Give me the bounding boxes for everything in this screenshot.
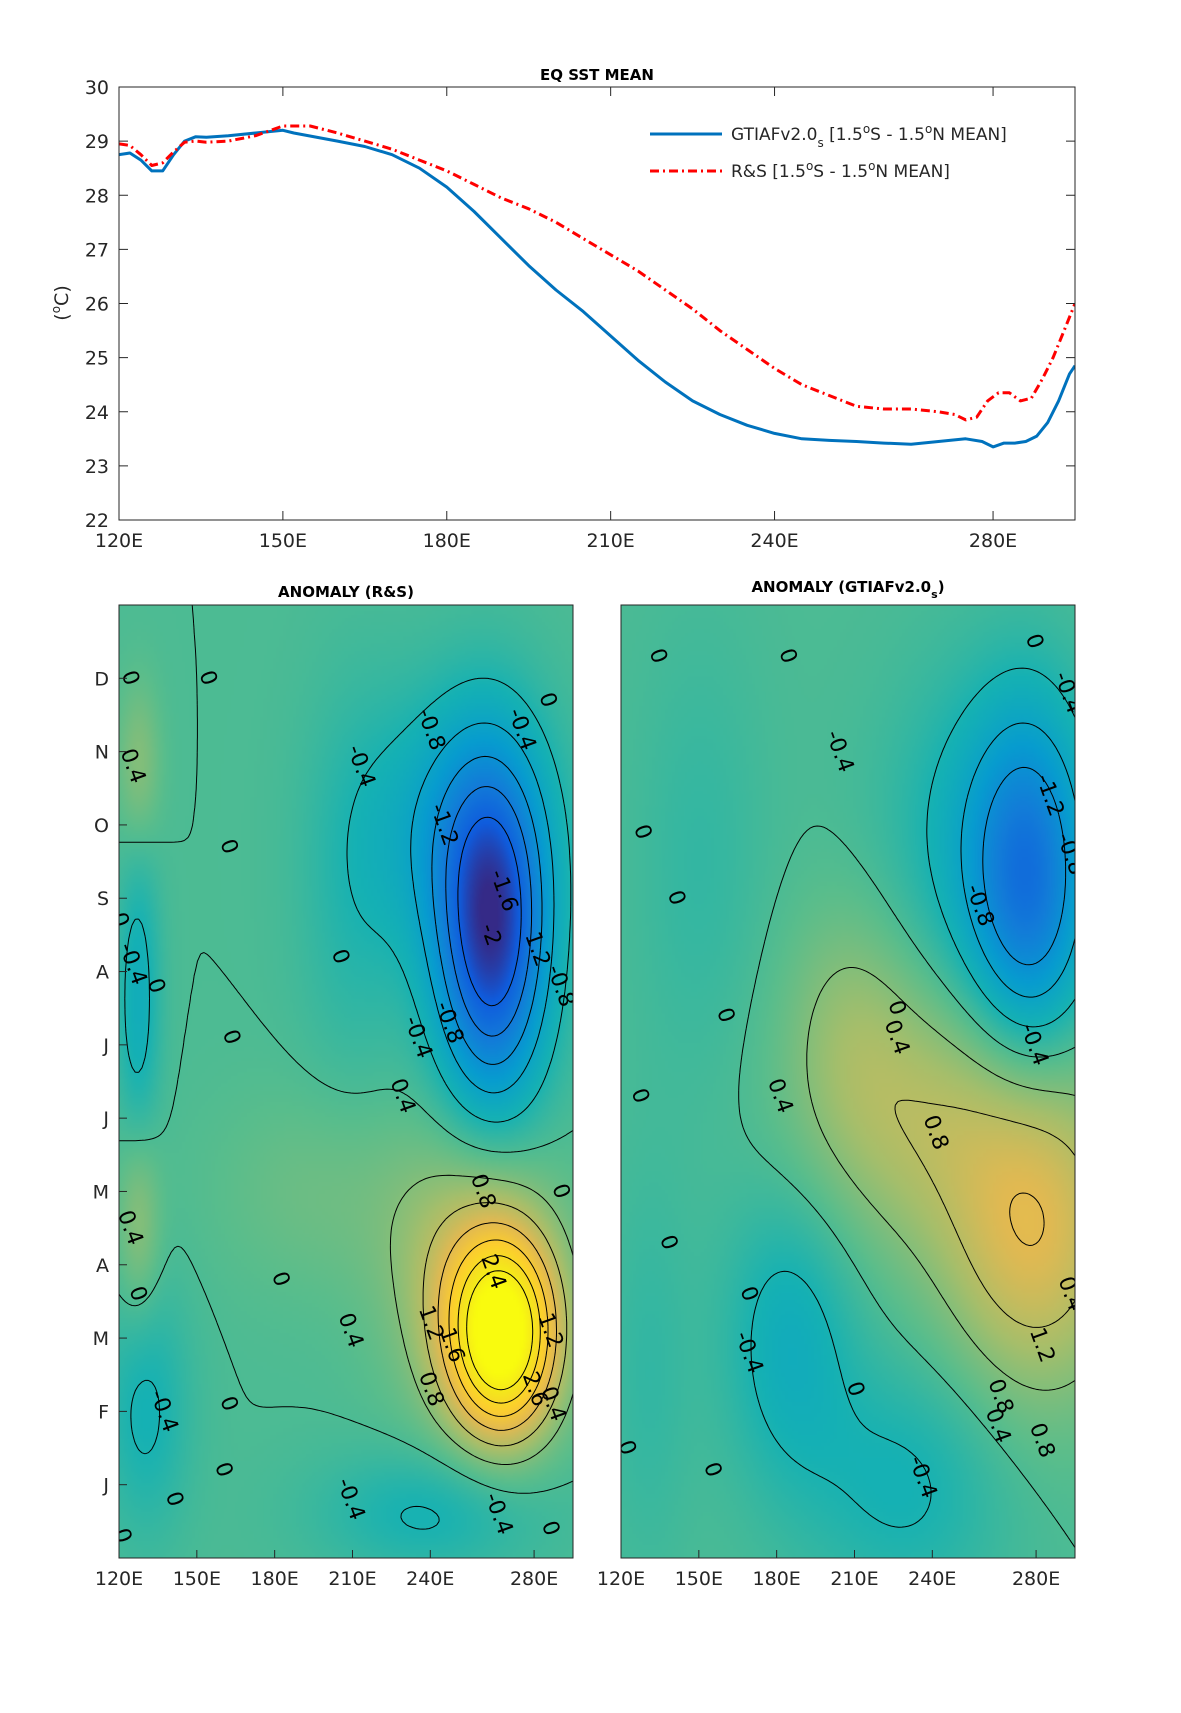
- anomaly-gtiaf-x-tick-label: 150E: [675, 1568, 723, 1590]
- anomaly-rs-y-tick-label: N: [95, 742, 109, 764]
- line-chart: 120E 150E 180E 210E 240E 280E 22 23 24 25 26 27 28 29…: [49, 66, 1076, 552]
- anomaly-gtiaf-title: ANOMALY (GTIAFv2.0s): [751, 578, 944, 601]
- line-y-tick-label: 30: [85, 77, 109, 99]
- anomaly-gtiaf-contour-line: [750, 667, 1075, 1528]
- anomaly-rs-y-tick-label: O: [94, 815, 109, 837]
- line-x-tick-label: 120E: [95, 530, 143, 552]
- anomaly-rs-chart: 2.41.61.20.80.40.80.4-0.4-0.8-2-1.6-1.2-…: [93, 583, 574, 1590]
- anomaly-rs-contour-line: [422, 1202, 568, 1447]
- legend-label-series-2: R&S [1.5oS - 1.5oN MEAN]: [731, 159, 950, 182]
- line-y-tick-label: 26: [85, 294, 109, 316]
- anomaly-rs-contour-line: [410, 722, 555, 1094]
- anomaly-rs-x-tick-label: 150E: [173, 1568, 221, 1590]
- line-y-tick-label: 25: [85, 348, 109, 370]
- anomaly-rs-x-tick-label: 210E: [328, 1568, 376, 1590]
- line-y-tick-label: 24: [85, 402, 109, 424]
- line-series-2: [119, 124, 1075, 422]
- anomaly-gtiaf-axes-box: [620, 604, 1076, 1559]
- anomaly-gtiaf-contour-line: [738, 825, 1075, 1548]
- anomaly-rs-contour-line: [431, 755, 543, 1065]
- line-plot-area: [119, 87, 1075, 520]
- line-x-tick-label: 150E: [259, 530, 307, 552]
- anomaly-rs-y-tick-label: D: [94, 668, 109, 690]
- anomaly-rs-contour-line: [119, 605, 573, 1494]
- anomaly-rs-contour-line: [466, 1270, 534, 1391]
- anomaly-gtiaf-ticks: 120E 150E 180E 210E 240E 280E: [597, 1550, 1060, 1590]
- anomaly-rs-y-tick-label: M: [93, 1181, 109, 1203]
- line-y-axis-label: (oC): [49, 285, 73, 320]
- anomaly-rs-contour-line: [457, 816, 522, 1007]
- line-x-tick-label: 210E: [587, 530, 635, 552]
- line-x-tick-label: 240E: [750, 530, 798, 552]
- anomaly-gtiaf-contour-line: [806, 967, 1075, 1391]
- line-chart-title: EQ SST MEAN: [540, 66, 654, 84]
- anomaly-gtiaf-x-tick-label: 120E: [597, 1568, 645, 1590]
- anomaly-rs-x-tick-label: 240E: [406, 1568, 454, 1590]
- anomaly-gtiaf-x-tick-label: 280E: [1012, 1568, 1060, 1590]
- line-legend: GTIAFv2.0s [1.5oS - 1.5oN MEAN] R&S [1.5…: [650, 122, 1007, 182]
- anomaly-gtiaf-contour-line: [960, 722, 1075, 998]
- anomaly-rs-y-tick-label: A: [96, 1255, 109, 1277]
- anomaly-rs-contour-line: [448, 1239, 549, 1417]
- anomaly-gtiaf-x-tick-label: 180E: [753, 1568, 801, 1590]
- anomaly-rs-x-tick-label: 120E: [95, 1568, 143, 1590]
- anomaly-rs-y-tick-label: A: [96, 962, 109, 984]
- anomaly-rs-y-tick-label: M: [93, 1328, 109, 1350]
- anomaly-rs-y-tick-label: J: [102, 1035, 109, 1057]
- anomaly-gtiaf-contours: [738, 667, 1075, 1548]
- anomaly-rs-y-tick-label: F: [98, 1401, 109, 1423]
- line-x-tick-label: 280E: [969, 530, 1017, 552]
- anomaly-rs-field: 2.41.61.20.80.40.80.4-0.4-0.8-2-1.6-1.2-…: [119, 605, 573, 1558]
- anomaly-rs-contours: [119, 605, 573, 1530]
- line-series-1: [119, 128, 1075, 449]
- anomaly-gtiaf-contour-line: [982, 766, 1067, 966]
- anomaly-rs-contour-line: [124, 677, 572, 1530]
- line-series-group: [119, 124, 1075, 449]
- anomaly-rs-contour-line: [389, 1174, 573, 1465]
- anomaly-rs-ticks: 120E 150E 180E 210E 240E 280E J F M A M J J A S O N D: [93, 668, 559, 1590]
- line-y-tick-label: 28: [85, 185, 109, 207]
- line-ticks: 120E 150E 180E 210E 240E 280E 22 23 24 25 26 27 28 29…: [85, 77, 1075, 552]
- line-x-tick-label: 180E: [423, 530, 471, 552]
- anomaly-rs-y-tick-label: J: [102, 1475, 109, 1497]
- anomaly-gtiaf-x-tick-label: 240E: [908, 1568, 956, 1590]
- anomaly-rs-axes-box: [118, 604, 574, 1559]
- line-y-tick-label: 22: [85, 510, 109, 532]
- line-y-tick-label: 23: [85, 456, 109, 478]
- anomaly-gtiaf-colorfield: [621, 605, 1075, 1558]
- anomaly-rs-contour-line: [445, 786, 533, 1037]
- anomaly-rs-y-tick-label: S: [97, 888, 109, 910]
- anomaly-rs-contour-line: [437, 1222, 557, 1431]
- anomaly-rs-colorfield: [119, 605, 573, 1558]
- anomaly-gtiaf-contour-line: [894, 1099, 1075, 1328]
- anomaly-rs-title: ANOMALY (R&S): [278, 583, 414, 601]
- line-y-tick-label: 27: [85, 239, 109, 261]
- anomaly-gtiaf-contour-line: [1009, 1192, 1045, 1246]
- line-y-tick-label: 29: [85, 131, 109, 153]
- anomaly-gtiaf-x-tick-label: 210E: [830, 1568, 878, 1590]
- anomaly-rs-x-tick-label: 180E: [251, 1568, 299, 1590]
- anomaly-rs-contour-line: [457, 1255, 541, 1404]
- anomaly-rs-x-tick-label: 280E: [510, 1568, 558, 1590]
- legend-label-series-1: GTIAFv2.0s [1.5oS - 1.5oN MEAN]: [731, 122, 1007, 150]
- anomaly-rs-y-tick-label: J: [102, 1108, 109, 1130]
